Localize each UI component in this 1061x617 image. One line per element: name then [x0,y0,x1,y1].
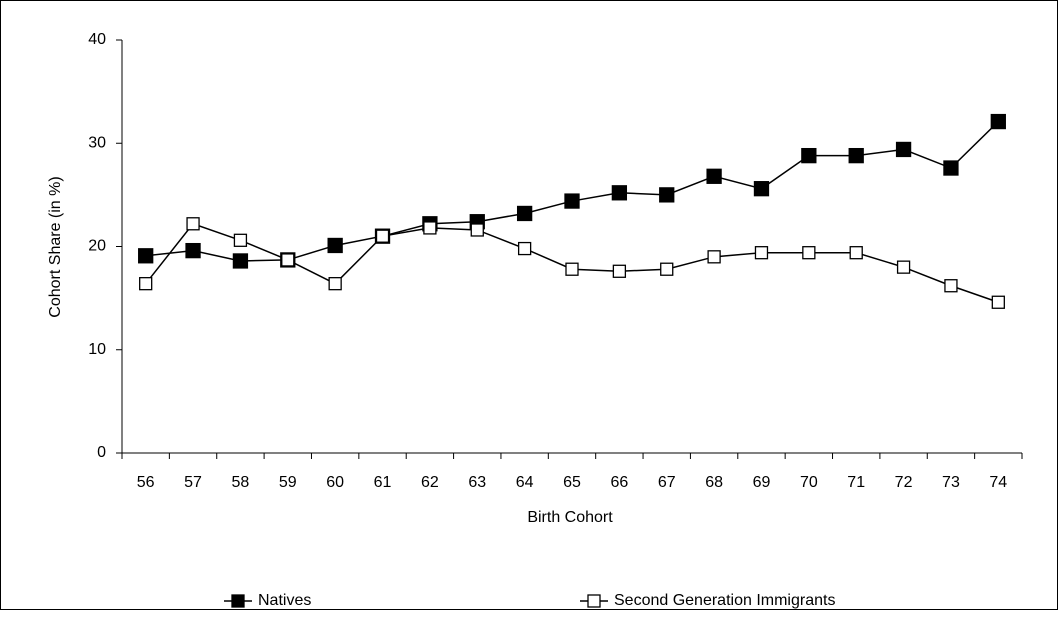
x-tick-label: 64 [516,474,534,491]
legend-marker [587,594,601,608]
data-point [706,168,722,184]
data-point [707,250,721,264]
data-point [516,205,533,222]
data-point [753,181,770,197]
y-tick-label: 40 [88,31,106,48]
data-point [660,262,674,276]
data-point [895,141,912,158]
x-tick-label: 63 [468,474,486,491]
x-tick-label: 69 [753,474,771,491]
data-point [564,193,580,209]
data-point [754,246,769,260]
x-tick-label: 56 [137,474,155,491]
data-point [801,147,817,164]
data-point [138,248,154,264]
data-point [612,264,627,278]
x-tick-label: 59 [279,474,297,491]
x-tick-label: 62 [421,474,439,491]
data-point [659,187,675,203]
data-point [517,241,532,256]
data-point [328,277,342,291]
x-tick-label: 57 [184,474,202,491]
data-point [470,223,484,237]
data-point [990,113,1006,130]
data-point [233,233,248,247]
x-tick-label: 70 [800,474,818,491]
x-tick-label: 73 [942,474,960,491]
x-tick-label: 68 [705,474,723,491]
data-point [565,262,579,276]
data-point [327,237,343,254]
data-point [848,147,864,164]
data-point [281,253,295,267]
x-tick-label: 65 [563,474,581,491]
x-tick-label: 61 [374,474,392,491]
y-axis-label: Cohort Share (in %) [47,176,64,317]
x-tick-label: 58 [232,474,250,491]
legend-marker [231,594,245,608]
data-point [849,246,863,260]
data-point [185,242,201,259]
x-tick-label: 60 [326,474,344,491]
y-tick-label: 10 [88,341,106,358]
x-tick-label: 72 [895,474,913,491]
data-point [944,279,958,293]
data-point [943,160,959,176]
data-point [375,229,390,243]
x-tick-label: 67 [658,474,676,491]
data-point [139,277,153,291]
data-point [611,185,628,201]
x-axis-label: Birth Cohort [527,509,613,526]
data-point [232,253,249,269]
legend-label: Natives [258,592,311,609]
data-point [186,217,200,231]
data-point [991,295,1005,309]
data-point [896,260,911,274]
x-tick-label: 71 [847,474,865,491]
y-tick-label: 20 [88,238,106,255]
x-tick-label: 66 [610,474,628,491]
legend-label: Second Generation Immigrants [614,592,835,609]
y-tick-label: 0 [97,444,106,461]
data-point [802,246,816,260]
data-point [423,221,437,235]
y-tick-label: 30 [88,134,106,151]
x-tick-label: 74 [989,474,1007,491]
